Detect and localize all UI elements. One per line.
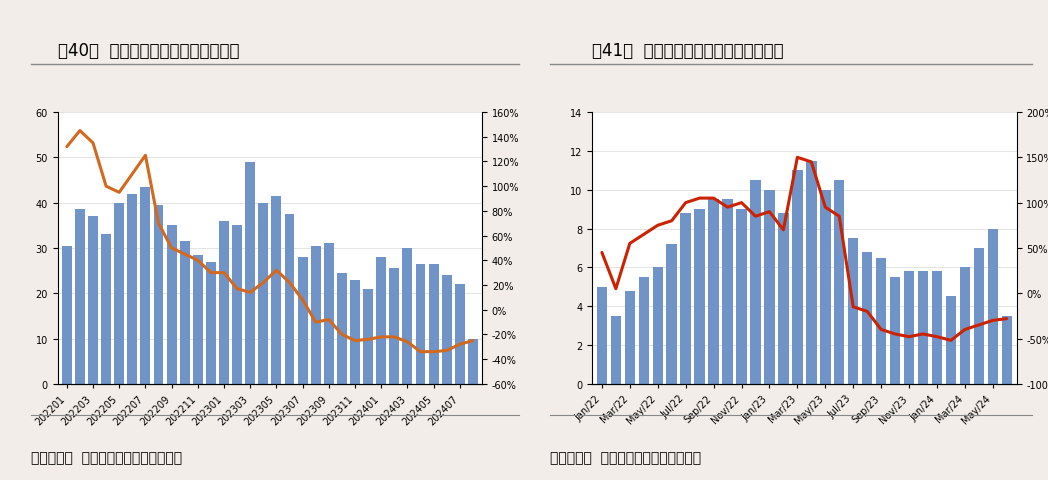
Bar: [364, 289, 373, 384]
Bar: [455, 285, 464, 384]
Bar: [233, 226, 242, 384]
Bar: [390, 269, 399, 384]
Bar: [820, 190, 830, 384]
Bar: [337, 273, 347, 384]
Bar: [625, 291, 635, 384]
Bar: [245, 163, 255, 384]
Bar: [722, 200, 733, 384]
Bar: [102, 235, 111, 384]
Bar: [653, 268, 663, 384]
Bar: [806, 161, 816, 384]
Bar: [271, 196, 281, 384]
Bar: [154, 205, 163, 384]
Bar: [611, 316, 621, 384]
Bar: [324, 244, 333, 384]
Bar: [695, 210, 705, 384]
Bar: [193, 255, 202, 384]
Bar: [416, 264, 425, 384]
Bar: [903, 272, 914, 384]
Bar: [932, 272, 942, 384]
Text: 数据来源：  海关总署，东吴证券研究所: 数据来源： 海关总署，东吴证券研究所: [550, 450, 701, 464]
Bar: [667, 244, 677, 384]
Bar: [75, 210, 85, 384]
Text: 数据来源：  海关总署，东吴证券研究所: 数据来源： 海关总署，东吴证券研究所: [31, 450, 182, 464]
Bar: [596, 287, 607, 384]
Bar: [680, 214, 691, 384]
Bar: [429, 264, 438, 384]
Bar: [298, 257, 307, 384]
Bar: [219, 221, 228, 384]
Bar: [376, 257, 386, 384]
Bar: [468, 339, 478, 384]
Bar: [876, 258, 887, 384]
Bar: [737, 210, 747, 384]
Bar: [918, 272, 929, 384]
Bar: [945, 297, 956, 384]
Bar: [114, 203, 124, 384]
Bar: [974, 249, 984, 384]
Bar: [987, 229, 998, 384]
Bar: [792, 171, 803, 384]
Bar: [890, 277, 900, 384]
Bar: [285, 215, 294, 384]
Bar: [140, 187, 150, 384]
Bar: [350, 280, 359, 384]
Bar: [1002, 316, 1012, 384]
Bar: [180, 241, 190, 384]
Bar: [848, 239, 858, 384]
Bar: [442, 276, 452, 384]
Bar: [62, 246, 71, 384]
Bar: [779, 214, 789, 384]
Bar: [311, 246, 321, 384]
Bar: [750, 180, 761, 384]
Bar: [402, 249, 412, 384]
Bar: [861, 252, 872, 384]
Bar: [206, 262, 216, 384]
Bar: [88, 217, 97, 384]
Bar: [960, 268, 970, 384]
Bar: [708, 200, 719, 384]
Bar: [167, 226, 176, 384]
Bar: [128, 194, 137, 384]
Bar: [259, 203, 268, 384]
Bar: [764, 190, 774, 384]
Bar: [834, 180, 845, 384]
Text: 图40：  月度组件出口金额及同比增速: 图40： 月度组件出口金额及同比增速: [58, 42, 239, 60]
Text: 图41：  月度逆变器出口金额及同比增速: 图41： 月度逆变器出口金额及同比增速: [592, 42, 784, 60]
Bar: [638, 277, 649, 384]
